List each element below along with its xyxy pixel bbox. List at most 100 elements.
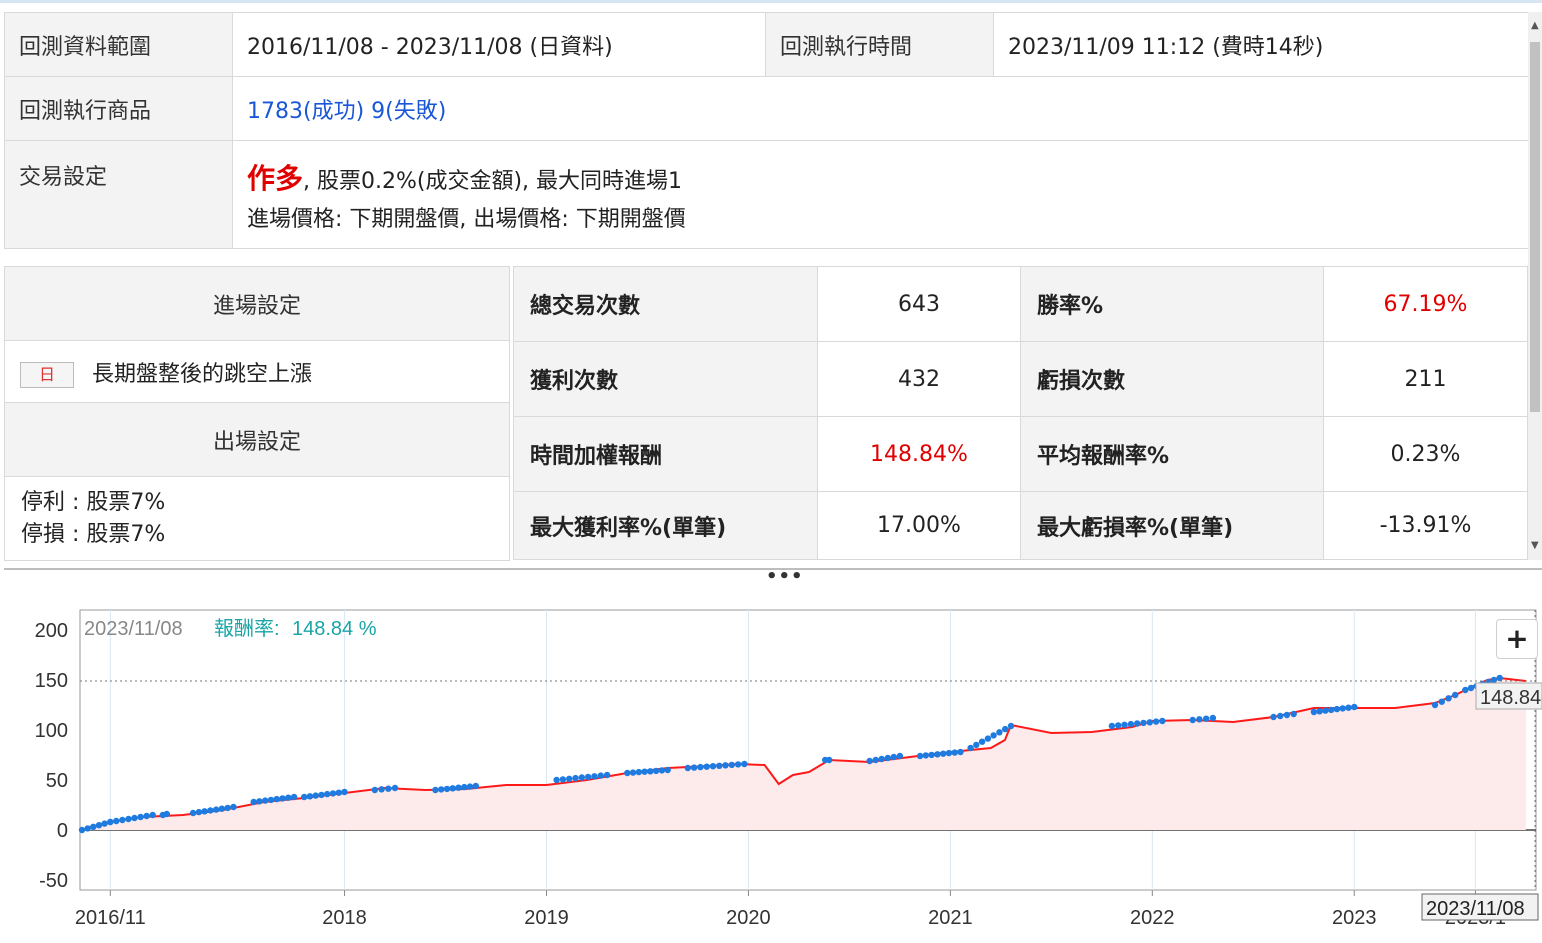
trade-settings-value: 作多, 股票0.2%(成交金額), 最大同時進場1 進場價格: 下期開盤價, 出… (232, 140, 1529, 249)
trade-marker (690, 764, 698, 771)
trade-marker (641, 768, 648, 775)
trade-marker (741, 760, 748, 768)
trade-marker (1445, 695, 1452, 702)
products-link[interactable]: 1783(成功) 9(失敗) (232, 76, 1529, 141)
trade-marker (1189, 716, 1196, 724)
scroll-up-arrow[interactable]: ▲ (1531, 20, 1539, 31)
trade-marker (872, 756, 879, 764)
stat-value: 17.00% (817, 491, 1021, 560)
trade-marker (716, 762, 723, 769)
stats-table: 總交易次數 643 勝率% 67.19% 獲利次數 432 虧損次數 211 時間加權報酬 148… (513, 266, 1528, 560)
y-tick-label: 50 (46, 770, 68, 792)
trade-marker (1203, 715, 1210, 722)
trade-marker (1159, 717, 1166, 725)
trade-marker (635, 768, 642, 776)
return-chart[interactable]: 2016/112018201920202021202220232023/1200… (0, 590, 1542, 943)
y-tick-label: 0 (57, 820, 68, 842)
trade-marker (826, 756, 833, 764)
trade-marker (312, 792, 319, 799)
trade-marker (207, 807, 214, 814)
trade-marker (1351, 703, 1358, 711)
trade-marker (1322, 707, 1329, 714)
y-tick-label: 150 (35, 670, 68, 692)
trade-marker (267, 796, 275, 804)
trade-marker (285, 794, 292, 801)
trade-marker (107, 818, 114, 826)
trade-marker (984, 735, 992, 742)
trade-marker (306, 793, 314, 800)
trade-marker (1283, 711, 1291, 719)
trade-marker (1115, 722, 1122, 729)
trade-marker (1431, 701, 1439, 709)
trade-marker (119, 816, 126, 824)
trade-marker (329, 790, 337, 797)
panel-divider[interactable] (4, 568, 1542, 570)
trade-marker (137, 813, 144, 821)
trade-marker (262, 797, 269, 804)
take-profit-text: 停利 : 股票7% (21, 489, 166, 515)
trade-marker (95, 822, 103, 829)
trade-marker (1333, 705, 1341, 713)
tooltip-date: 2023/11/08 (84, 618, 183, 640)
trade-fees: , 股票0.2%(成交金額), 最大同時進場1 (303, 168, 683, 194)
last-value-box (1475, 682, 1542, 710)
top-accent-line (0, 0, 1542, 3)
stat-value: 0.23% (1323, 416, 1528, 492)
trade-marker (341, 788, 348, 796)
stat-value: -13.91% (1323, 491, 1528, 560)
trade-marker (703, 763, 710, 770)
trade-marker (1121, 721, 1128, 728)
exec-time-label: 回測執行時間 (765, 12, 994, 77)
trade-marker (603, 771, 611, 779)
resize-handle-icon[interactable]: ••• (766, 566, 804, 587)
trade-marker (1277, 712, 1284, 720)
trade-marker (143, 812, 150, 820)
trade-marker (218, 805, 226, 812)
x-tick-label: 2021 (928, 907, 973, 929)
trade-marker (201, 808, 208, 815)
trade-marker (163, 810, 170, 818)
x-tick-label: 2019 (524, 907, 569, 929)
tooltip-label: 報酬率: (214, 617, 280, 640)
trade-marker (250, 798, 257, 806)
trade-marker (709, 763, 717, 770)
trade-marker (378, 786, 385, 793)
trade-prices: 進場價格: 下期開盤價, 出場價格: 下期開盤價 (247, 206, 686, 232)
scrollbar-thumb[interactable] (1530, 42, 1540, 412)
trade-marker (472, 782, 479, 790)
trade-marker (553, 776, 560, 784)
trade-marker (978, 738, 986, 745)
stat-value: 148.84% (817, 416, 1021, 492)
trade-marker (449, 785, 456, 792)
trade-marker (189, 809, 197, 817)
entry-exit-settings: 進場設定 日長期盤整後的跳空上漲 出場設定 停利 : 股票7% 停損 : 股票7… (4, 266, 510, 561)
scrollbar[interactable] (1528, 12, 1542, 560)
zoom-in-button[interactable]: + (1496, 619, 1538, 659)
scroll-down-arrow[interactable]: ▼ (1531, 540, 1539, 551)
trade-marker (878, 755, 885, 763)
trade-direction: 作多 (247, 161, 304, 195)
trade-marker (101, 820, 108, 827)
stat-value: 432 (817, 341, 1021, 417)
x-tick-label: 2018 (322, 907, 367, 929)
entry-rule-text: 長期盤整後的跳空上漲 (92, 361, 313, 387)
products-label: 回測執行商品 (4, 76, 233, 141)
stats-row: 獲利次數 432 虧損次數 211 (513, 341, 1528, 417)
trade-marker (1328, 706, 1335, 714)
trade-marker (391, 784, 399, 792)
trade-marker (664, 766, 671, 774)
trade-marker (629, 769, 637, 776)
trade-marker (1467, 684, 1475, 692)
stat-value: 643 (817, 266, 1021, 342)
trade-marker (213, 806, 220, 813)
trade-marker (928, 751, 935, 759)
stat-value: 211 (1323, 341, 1528, 417)
trade-marker (256, 798, 263, 805)
trade-marker (279, 795, 286, 802)
y-tick-label: -50 (39, 870, 68, 892)
stop-loss-text: 停損 : 股票7% (21, 521, 166, 547)
trade-marker (572, 774, 579, 782)
trade-marker (1339, 705, 1346, 712)
tooltip-value: 148.84 % (292, 618, 377, 640)
range-value: 2016/11/08 - 2023/11/08 (日資料) (232, 12, 766, 77)
